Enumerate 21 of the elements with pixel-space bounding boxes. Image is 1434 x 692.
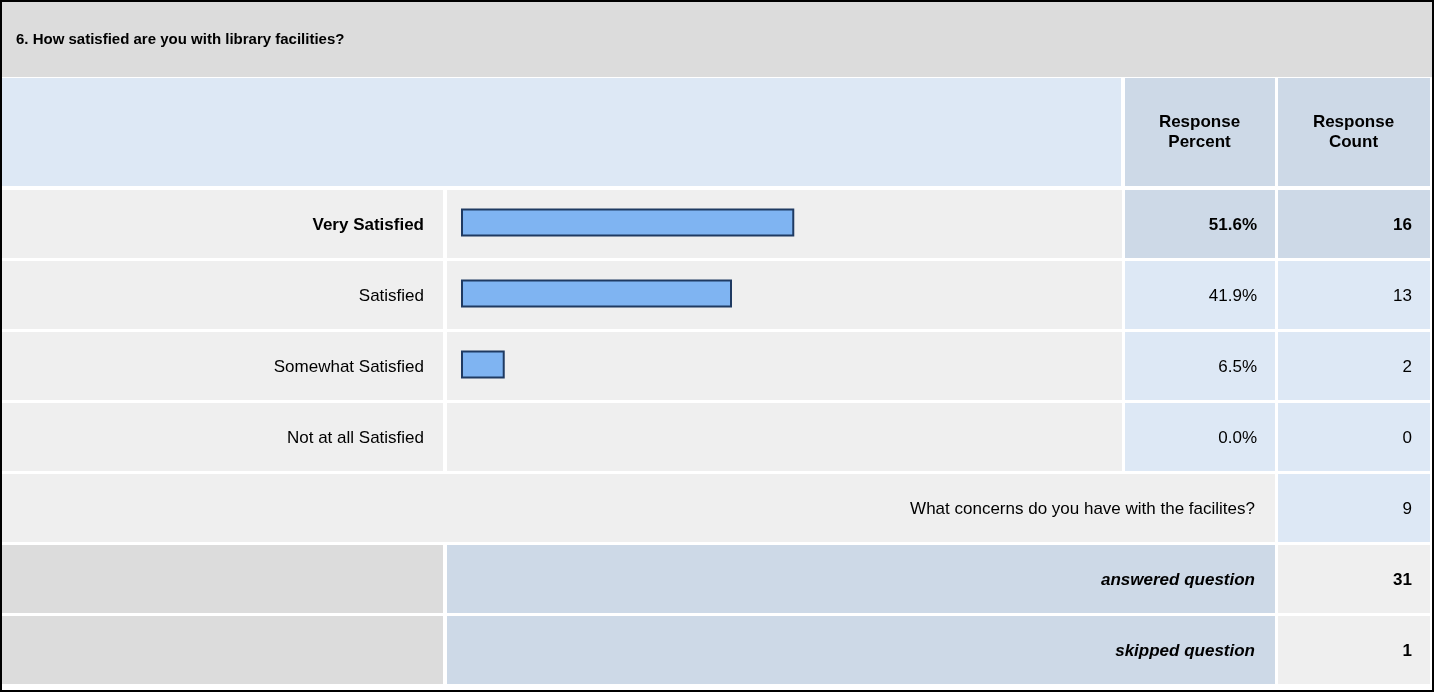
text: skipped question xyxy=(1115,640,1255,660)
text: 9 xyxy=(1402,498,1412,518)
text: 16 xyxy=(1393,214,1412,234)
text: answered question xyxy=(1101,569,1255,589)
text: 1 xyxy=(1402,640,1412,660)
text: 0 xyxy=(1402,427,1412,447)
y-tick-label: Very Satisfied xyxy=(312,214,424,234)
text: 31 xyxy=(1393,569,1412,589)
data-label: 41.9% xyxy=(1208,285,1257,305)
text: Response Percent xyxy=(1158,111,1241,151)
y-tick-label: Satisfied xyxy=(358,285,424,305)
y-tick-label: Not at all Satisfied xyxy=(286,427,424,447)
text: Response Count xyxy=(1312,111,1395,151)
data-label: 51.6% xyxy=(1208,214,1257,234)
text: 13 xyxy=(1393,285,1412,305)
data-label: 6.5% xyxy=(1218,356,1257,376)
text: 6. How satisfied are you with library facilities? xyxy=(16,29,345,47)
data-label: 0.0% xyxy=(1218,427,1257,447)
y-tick-label: Somewhat Satisfied xyxy=(273,356,424,376)
text: 2 xyxy=(1402,356,1412,376)
text: What concerns do you have with the facilites? xyxy=(910,498,1255,518)
